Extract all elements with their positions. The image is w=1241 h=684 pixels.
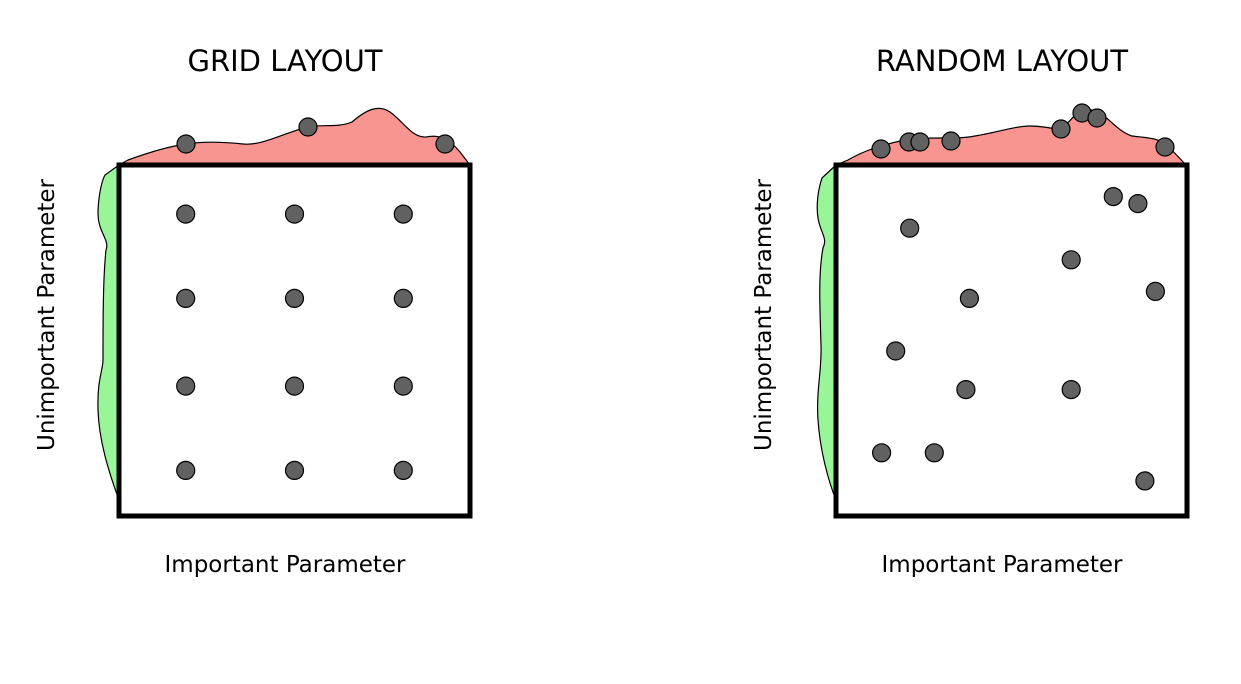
grid-projected-point xyxy=(176,134,196,154)
random-x-axis-label: Important Parameter xyxy=(882,552,1124,578)
sample-point xyxy=(1128,194,1148,214)
sample-point xyxy=(1103,187,1123,207)
grid-layout-panel: GRID LAYOUT Important Parameter Unimport… xyxy=(34,44,473,578)
grid-layout-title: GRID LAYOUT xyxy=(187,44,382,78)
random-y-axis-label: Unimportant Parameter xyxy=(751,178,777,451)
sample-point xyxy=(871,443,892,463)
random-projected-point xyxy=(910,132,930,152)
grid-projected-point xyxy=(298,117,318,137)
sample-point xyxy=(1061,250,1081,270)
sample-point xyxy=(176,376,196,396)
grid-parameter-space xyxy=(116,162,473,519)
sample-point xyxy=(284,460,305,480)
sample-point xyxy=(393,376,413,396)
grid-unimportant-distribution xyxy=(97,163,120,515)
sample-point xyxy=(900,218,920,238)
random-unimportant-distribution xyxy=(816,163,837,515)
sample-point xyxy=(1135,471,1155,491)
grid-important-distribution xyxy=(116,107,472,166)
random-projected-point xyxy=(941,131,961,151)
grid-x-axis-label: Important Parameter xyxy=(165,552,407,578)
sample-point xyxy=(176,460,196,480)
sample-point xyxy=(956,380,976,400)
sample-point xyxy=(393,288,413,308)
sample-point xyxy=(924,443,944,463)
sample-point xyxy=(176,288,196,308)
random-projected-point xyxy=(871,139,891,159)
random-parameter-space xyxy=(833,162,1190,519)
random-layout-panel: RANDOM LAYOUT Important Parameter Unimpo… xyxy=(751,44,1190,578)
random-sample-points xyxy=(871,187,1166,491)
sample-point xyxy=(284,204,305,224)
random-projected-point xyxy=(1087,108,1107,128)
sample-point xyxy=(284,288,305,308)
random-projected-point xyxy=(1051,119,1071,139)
grid-y-axis-label: Unimportant Parameter xyxy=(34,178,60,451)
sample-point xyxy=(1145,281,1166,301)
random-layout-title: RANDOM LAYOUT xyxy=(876,44,1128,78)
random-important-distribution xyxy=(835,108,1188,166)
grid-sample-points xyxy=(176,204,413,480)
sample-point xyxy=(393,204,413,224)
sample-point xyxy=(393,460,413,480)
grid-projected-points xyxy=(176,117,455,154)
sample-point xyxy=(959,288,980,308)
sample-point xyxy=(886,341,906,361)
sample-point xyxy=(1061,380,1081,400)
grid-projected-point xyxy=(435,134,455,154)
random-projected-points xyxy=(871,103,1175,159)
sample-point xyxy=(176,204,196,224)
random-projected-point xyxy=(1155,137,1175,157)
sample-point xyxy=(284,376,305,396)
